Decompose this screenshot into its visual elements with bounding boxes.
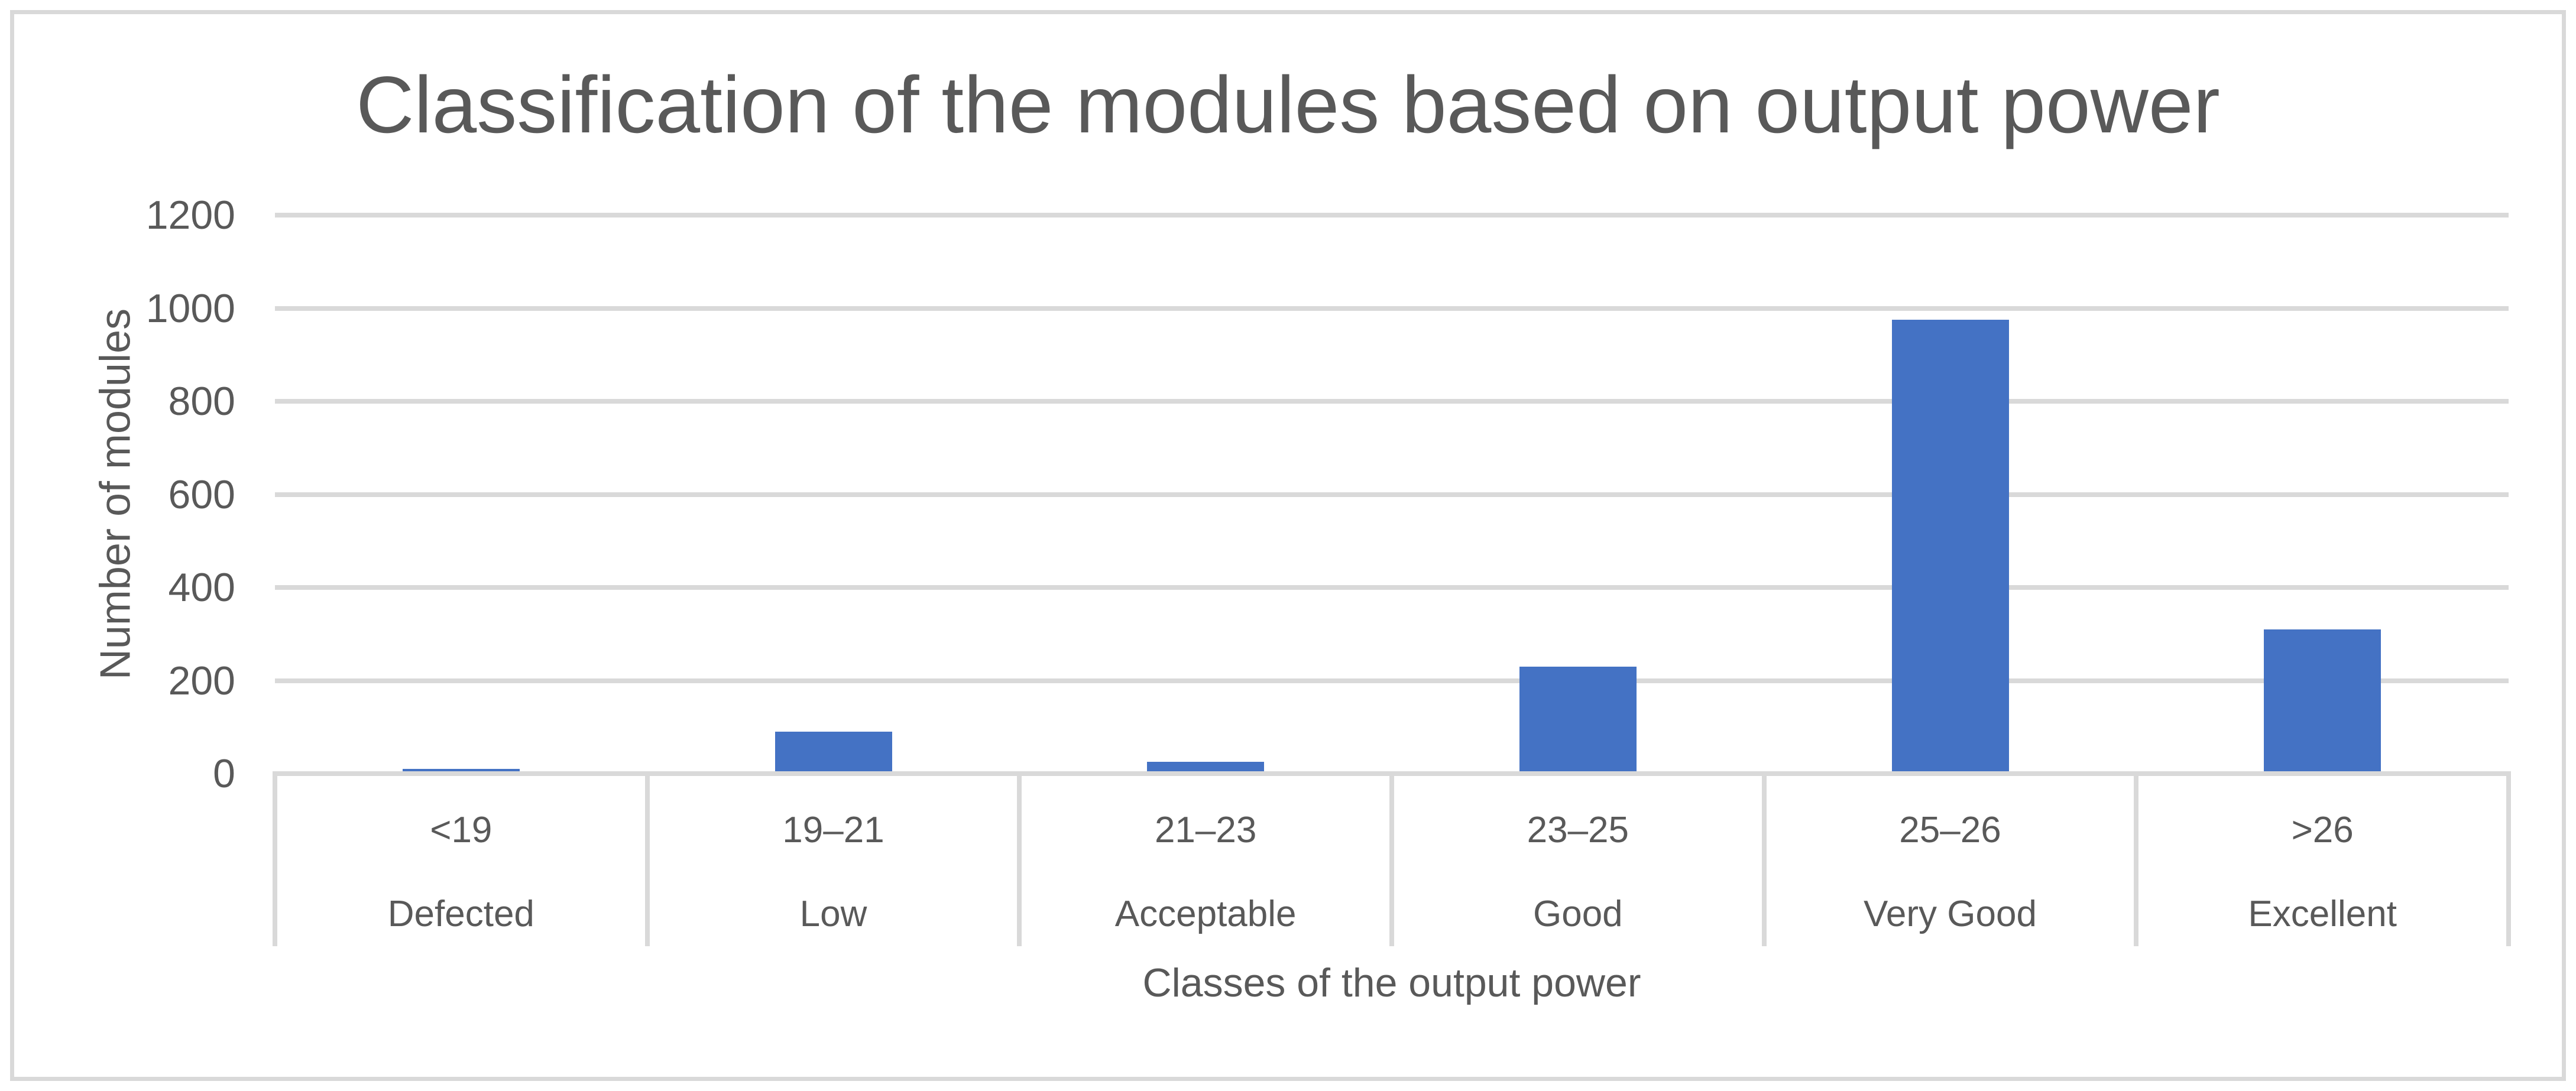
bar-very-good [1891, 320, 2009, 771]
gridline [275, 678, 2509, 683]
y-tick-label: 0 [213, 751, 235, 796]
x-tick-range-label: 23–25 [1527, 810, 1629, 850]
x-tick-range-label: 19–21 [782, 810, 884, 850]
x-tick-class-label: Acceptable [1114, 894, 1297, 934]
category-divider [1017, 771, 1022, 946]
chart-title: Classification of the modules based on o… [356, 60, 2220, 150]
x-tick-range-label: 25–26 [1899, 810, 2001, 850]
x-tick-range-label: <19 [430, 810, 492, 850]
y-tick-label: 600 [168, 472, 235, 517]
gridline [275, 213, 2509, 217]
bar-acceptable [1147, 762, 1265, 771]
category-divider [644, 771, 650, 946]
category-divider [2134, 771, 2139, 946]
x-tick-range-label: 21–23 [1154, 810, 1257, 850]
y-tick-label: 800 [168, 379, 235, 424]
bar-low [775, 732, 892, 771]
x-tick-class-label: Low [799, 894, 867, 934]
y-tick-label: 200 [168, 658, 235, 703]
gridline [275, 492, 2509, 497]
category-divider [1761, 771, 1767, 946]
y-tick-label: 1200 [145, 193, 235, 238]
bar-defected [402, 769, 520, 771]
x-tick-range-label: >26 [2291, 810, 2354, 850]
bar-excellent [2264, 629, 2381, 771]
y-tick-label: 1000 [145, 285, 235, 331]
category-divider [273, 771, 277, 946]
x-tick-class-label: Good [1532, 894, 1623, 934]
y-tick-label: 400 [168, 565, 235, 610]
category-divider [2506, 771, 2511, 946]
x-axis-title: Classes of the output power [1142, 960, 1641, 1005]
x-tick-class-label: Defected [387, 894, 534, 934]
x-tick-class-label: Excellent [2248, 894, 2397, 934]
category-divider [1389, 771, 1394, 946]
x-tick-class-label: Very Good [1864, 894, 2037, 934]
gridline [275, 306, 2509, 311]
bar-good [1519, 666, 1637, 771]
gridline [275, 399, 2509, 404]
gridline [275, 585, 2509, 590]
chart-border [10, 10, 2566, 1081]
